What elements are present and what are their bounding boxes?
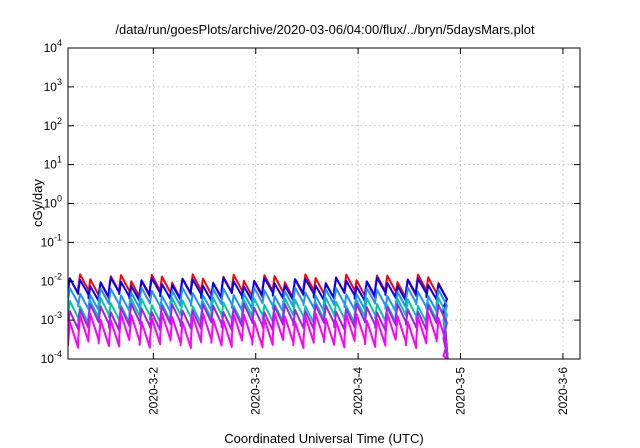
y-axis-label: cGy/day	[30, 179, 45, 227]
x-tick-label: 2020-3-4	[351, 367, 365, 415]
y-tick-label: 101	[44, 155, 62, 172]
y-tick-label: 104	[44, 38, 62, 55]
x-axis: 2020-3-2 2020-3-3 2020-3-4 2020-3-5 2020-3-6	[146, 48, 570, 415]
x-tick-label: 2020-3-2	[146, 367, 160, 415]
y-tick-label: 10-3	[41, 310, 62, 327]
y-tick-label: 10-2	[41, 271, 62, 288]
x-tick-label: 2020-3-5	[454, 367, 468, 415]
data-series-line	[68, 276, 449, 359]
y-tick-label: 10-1	[41, 232, 62, 249]
chart-title: /data/run/goesPlots/archive/2020-03-06/0…	[115, 22, 535, 37]
data-series-line	[68, 312, 449, 359]
x-tick-label: 2020-3-3	[249, 367, 263, 415]
data-series-line	[68, 286, 449, 359]
x-axis-label: Coordinated Universal Time (UTC)	[224, 431, 423, 446]
y-tick-label: 102	[44, 116, 62, 133]
plot-area	[68, 273, 449, 359]
y-tick-label: 10-4	[41, 349, 62, 366]
x-tick-label: 2020-3-6	[556, 367, 570, 415]
y-tick-label: 100	[44, 194, 62, 211]
y-tick-label: 103	[44, 77, 62, 94]
y-axis: 10-4 10-3 10-2 10-1 100 101 102 103 104	[41, 38, 580, 366]
